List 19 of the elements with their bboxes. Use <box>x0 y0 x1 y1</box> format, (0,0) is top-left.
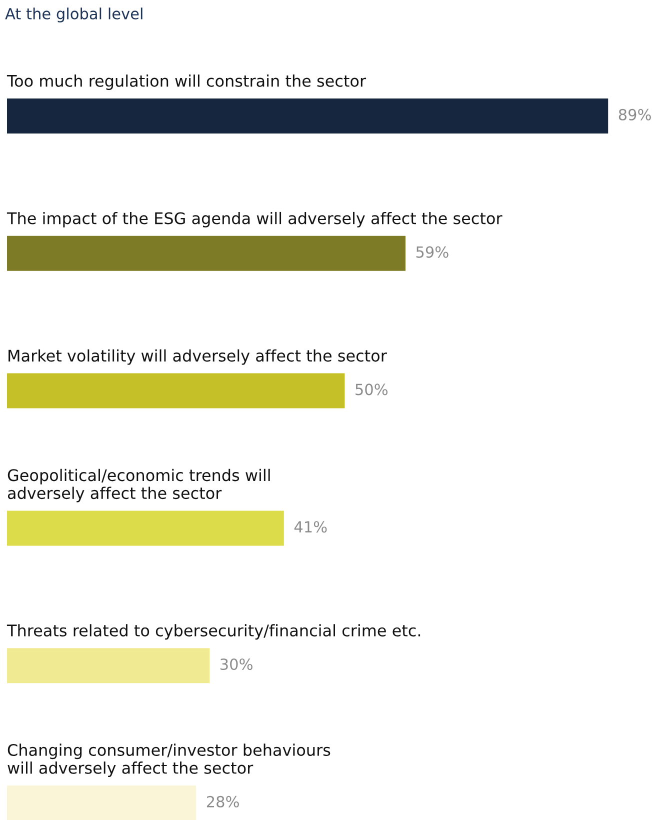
y-tick-label: Threats related to cybersecurity/financial crime etc. <box>6 624 420 640</box>
bar <box>7 786 196 820</box>
y-tick-label: Geopolitical/economic trends will adversely affect the sector <box>8 468 270 502</box>
data-label: 59% <box>416 246 448 258</box>
bar <box>7 648 210 684</box>
bar <box>7 236 406 271</box>
data-label: 30% <box>220 658 252 670</box>
bar <box>7 373 345 408</box>
data-label: 89% <box>618 108 651 120</box>
y-tick-label: The impact of the ESG agenda will adversely affect the sector <box>6 212 502 228</box>
bar <box>7 98 608 134</box>
chart-title: At the global level <box>5 8 142 22</box>
y-tick-label: Too much regulation will constrain the sector <box>6 74 366 90</box>
y-tick-label: Changing consumer/investor behaviours will adversely affect the sector <box>8 744 330 777</box>
data-label: 28% <box>206 796 239 808</box>
data-label: 41% <box>294 521 327 533</box>
bar <box>7 510 284 546</box>
y-tick-label: Market volatility will adversely affect the sector <box>8 349 387 365</box>
data-label: 50% <box>356 384 388 396</box>
